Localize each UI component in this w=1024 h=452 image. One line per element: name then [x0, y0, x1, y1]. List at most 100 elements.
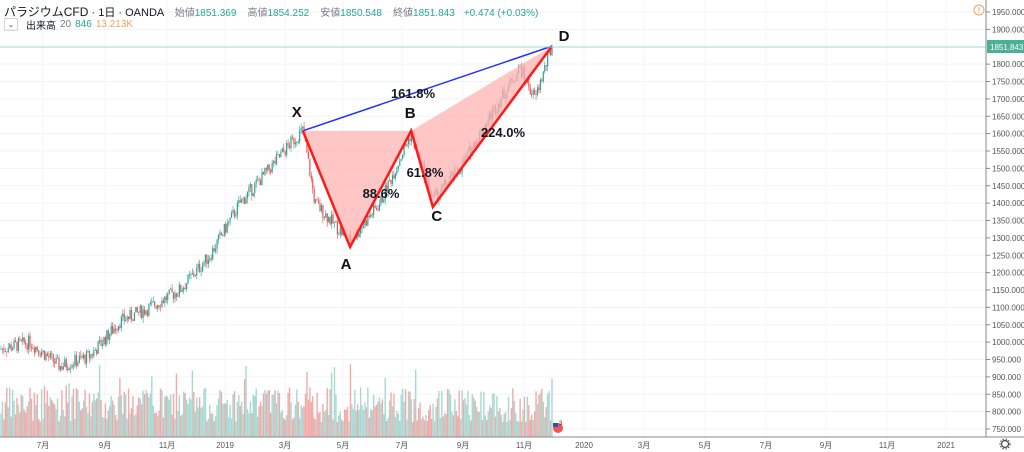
- candle-body: [407, 138, 410, 145]
- xab-triangle: [302, 130, 412, 247]
- volume-bar: [435, 407, 437, 437]
- volume-bar: [177, 411, 179, 437]
- volume-bar: [549, 420, 552, 437]
- symbol-legend: パラジウムCFD · 1日 · OANDA 始値1851.369 高値1854.…: [4, 5, 539, 19]
- price-tick-label: 1250.000: [992, 251, 1024, 260]
- chevron-down-icon[interactable]: ⌄: [4, 18, 18, 31]
- xabcd-pattern[interactable]: X A B C D 161.8% 88.6% 61.8% 224.0%: [292, 28, 570, 273]
- candle-body: [241, 198, 243, 203]
- volume-bar: [517, 421, 520, 437]
- candle-body: [187, 274, 189, 284]
- volume-bar: [274, 390, 276, 437]
- volume-bar: [53, 404, 56, 437]
- volume-bar: [132, 395, 134, 437]
- candle-body: [323, 217, 325, 219]
- price-tick-label: 900.000: [992, 373, 1021, 382]
- volume-bar: [56, 398, 59, 437]
- volume-bar: [345, 409, 347, 437]
- candle-body: [48, 355, 50, 358]
- pattern-point-d: D: [559, 28, 570, 45]
- volume-bar: [159, 388, 162, 437]
- candle-body: [145, 310, 147, 315]
- price-tick-label: 1500.000: [992, 164, 1024, 173]
- volume-bar: [290, 402, 292, 437]
- ratio-bd: 224.0%: [481, 125, 526, 140]
- time-tick-label: 2019: [216, 441, 234, 450]
- candle-body: [373, 205, 375, 216]
- candle-body: [389, 180, 391, 181]
- volume-bar: [80, 410, 82, 437]
- volume-bar: [101, 416, 104, 437]
- candle-body: [299, 130, 301, 143]
- candle-body: [316, 199, 318, 201]
- volume-bar: [452, 415, 455, 437]
- candle-body: [161, 300, 163, 308]
- candle-body: [386, 185, 388, 193]
- price-tick-label: 850.000: [992, 390, 1021, 399]
- candle-body: [78, 355, 80, 363]
- candle-body: [197, 263, 199, 268]
- volume-bar: [401, 388, 404, 437]
- candle-body: [381, 195, 383, 203]
- candle-body: [529, 87, 531, 94]
- volume-bar: [180, 415, 182, 437]
- volume-bar: [342, 421, 344, 437]
- volume-bar: [330, 372, 333, 437]
- candle-body: [225, 223, 227, 233]
- symbol-name[interactable]: パラジウムCFD: [4, 5, 89, 19]
- volume-bar: [252, 395, 254, 437]
- volume-bar: [242, 413, 244, 437]
- volume-bar: [33, 392, 36, 437]
- alert-circle-icon[interactable]: [973, 4, 985, 16]
- volume-bar: [52, 402, 54, 437]
- pattern-point-c: C: [431, 208, 442, 225]
- volume-label[interactable]: 出来高: [26, 21, 56, 32]
- candle-body: [271, 162, 273, 173]
- candle-body: [528, 78, 530, 88]
- price-axis[interactable]: 1950.000 1900.000 1800.000 1750.000 1700.000…: [986, 8, 1024, 434]
- volume-bar: [230, 418, 233, 437]
- volume-bar: [532, 419, 534, 437]
- candle-body: [77, 362, 79, 366]
- volume-bar: [357, 404, 359, 437]
- candle-body: [283, 148, 285, 152]
- volume-bar: [338, 415, 340, 437]
- candle-body: [49, 353, 51, 358]
- volume-bar: [400, 394, 402, 437]
- candle-body: [171, 288, 173, 293]
- volume-bar: [536, 403, 539, 437]
- volume-bar: [255, 388, 257, 437]
- volume-bar: [484, 415, 486, 437]
- gear-icon[interactable]: [999, 438, 1011, 450]
- volume-bar: [422, 416, 424, 437]
- candle-body: [22, 337, 24, 341]
- volume-bar: [146, 392, 149, 437]
- volume-bar: [68, 383, 70, 437]
- candle-body: [338, 234, 340, 235]
- open-value: 1851.369: [194, 8, 237, 19]
- volume-bar: [312, 396, 314, 437]
- volume-bar: [32, 420, 34, 437]
- candle-body: [460, 172, 462, 174]
- candle-body: [99, 340, 101, 342]
- volume-bar: [46, 390, 49, 437]
- volume-bar: [256, 416, 259, 437]
- candle-body: [393, 175, 395, 179]
- volume-bar: [248, 413, 250, 437]
- volume-bar: [410, 399, 413, 437]
- volume-bar: [61, 390, 63, 437]
- volume-bar: [278, 393, 281, 437]
- candle-body: [55, 357, 57, 364]
- volume-bar: [143, 394, 146, 437]
- volume-bar: [264, 389, 266, 437]
- candle-body: [186, 283, 188, 289]
- volume-bar: [328, 414, 330, 437]
- volume-bar: [538, 394, 540, 437]
- candle-body: [94, 350, 96, 351]
- volume-bar: [113, 404, 115, 437]
- candle-body: [212, 248, 214, 260]
- time-axis[interactable]: 7月 9月 11月 2019 3月 5月 7月 9月 11月 2020 3月 5月 7月 9月 11月 202…: [37, 441, 956, 450]
- candle-body: [39, 353, 41, 356]
- volume-bar: [361, 404, 363, 437]
